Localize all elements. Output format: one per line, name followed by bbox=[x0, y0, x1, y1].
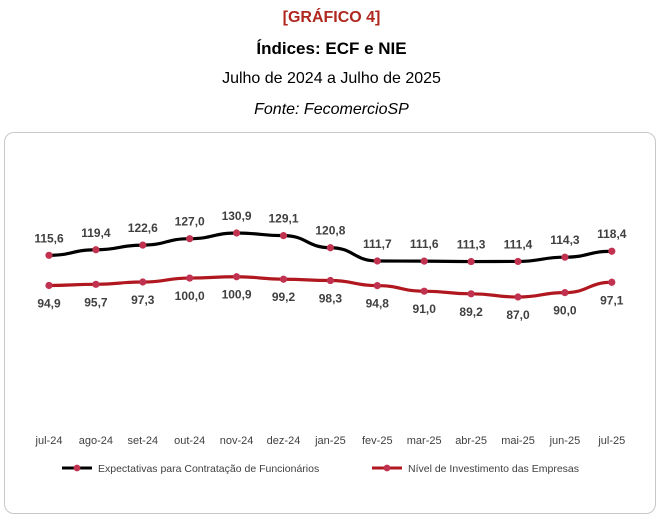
data-label: 129,1 bbox=[268, 212, 298, 226]
data-point bbox=[326, 244, 334, 252]
data-point bbox=[186, 274, 194, 282]
data-label: 90,0 bbox=[553, 304, 577, 318]
data-label: 111,6 bbox=[410, 237, 439, 251]
data-point bbox=[608, 278, 616, 286]
legend-swatch-marker bbox=[73, 464, 81, 472]
chart-title: Índices: ECF e NIE bbox=[256, 39, 407, 58]
data-point bbox=[373, 257, 381, 265]
data-label: 111,4 bbox=[504, 237, 533, 251]
data-label: 115,6 bbox=[34, 231, 64, 245]
data-label: 111,7 bbox=[363, 237, 392, 251]
data-label: 100,9 bbox=[222, 288, 252, 302]
data-label: 119,4 bbox=[81, 226, 111, 240]
chart-tag: [GRÁFICO 4] bbox=[282, 9, 381, 26]
x-tick-label: set-24 bbox=[128, 435, 159, 447]
data-label: 100,0 bbox=[175, 289, 205, 303]
data-label: 127,0 bbox=[175, 215, 205, 229]
data-label: 91,0 bbox=[413, 302, 437, 316]
data-label: 98,3 bbox=[319, 292, 343, 306]
legend-label: Expectativas para Contratação de Funcion… bbox=[98, 463, 319, 475]
data-point bbox=[279, 232, 288, 240]
x-tick-label: jan-25 bbox=[314, 435, 346, 447]
x-tick-label: jul-24 bbox=[35, 435, 63, 447]
data-point bbox=[233, 273, 241, 281]
legend-label: Nível de Investimento das Empresas bbox=[408, 463, 579, 475]
x-tick-label: mar-25 bbox=[407, 435, 442, 447]
data-point bbox=[608, 247, 616, 255]
x-tick-label: ago-24 bbox=[79, 435, 113, 447]
data-label: 122,6 bbox=[128, 221, 158, 235]
data-point bbox=[233, 229, 241, 237]
data-point bbox=[92, 280, 100, 288]
data-point bbox=[420, 287, 428, 295]
data-label: 111,3 bbox=[457, 238, 486, 252]
data-point bbox=[92, 246, 100, 254]
data-label: 89,2 bbox=[459, 305, 483, 319]
data-point bbox=[45, 281, 53, 290]
data-point bbox=[420, 257, 428, 265]
data-label: 130,9 bbox=[222, 209, 252, 223]
x-tick-label: jun-25 bbox=[549, 435, 581, 447]
data-label: 87,0 bbox=[506, 308, 530, 322]
x-tick-label: nov-24 bbox=[220, 435, 254, 447]
data-point bbox=[326, 276, 334, 285]
legend-swatch-marker bbox=[383, 464, 391, 472]
data-point bbox=[279, 275, 288, 283]
data-label: 94,9 bbox=[37, 296, 61, 310]
data-label: 95,7 bbox=[84, 295, 108, 309]
data-label: 118,4 bbox=[597, 227, 627, 241]
data-label: 94,8 bbox=[366, 297, 390, 311]
data-label: 97,1 bbox=[600, 293, 624, 307]
data-point bbox=[373, 282, 381, 290]
data-label: 114,3 bbox=[550, 233, 580, 247]
data-point bbox=[561, 253, 569, 261]
data-label: 120,8 bbox=[315, 224, 345, 238]
data-point bbox=[139, 278, 147, 286]
data-point bbox=[514, 293, 522, 301]
data-label: 97,3 bbox=[131, 293, 155, 307]
data-point bbox=[467, 257, 475, 266]
x-tick-label: out-24 bbox=[174, 435, 205, 447]
data-point bbox=[467, 290, 475, 298]
x-tick-label: abr-25 bbox=[455, 435, 487, 447]
data-point bbox=[139, 241, 147, 249]
chart-subtitle: Julho de 2024 a Julho de 2025 bbox=[222, 70, 441, 87]
data-point bbox=[45, 251, 53, 259]
x-tick-label: dez-24 bbox=[267, 435, 301, 447]
x-tick-label: jul-25 bbox=[597, 435, 625, 447]
data-point bbox=[561, 289, 569, 297]
data-point bbox=[514, 257, 522, 266]
x-tick-label: fev-25 bbox=[362, 435, 393, 447]
data-point bbox=[186, 235, 194, 243]
x-tick-label: mai-25 bbox=[501, 435, 535, 447]
chart-frame bbox=[4, 132, 656, 514]
data-label: 99,2 bbox=[272, 290, 296, 304]
chart-source: Fonte: FecomercioSP bbox=[254, 101, 409, 118]
